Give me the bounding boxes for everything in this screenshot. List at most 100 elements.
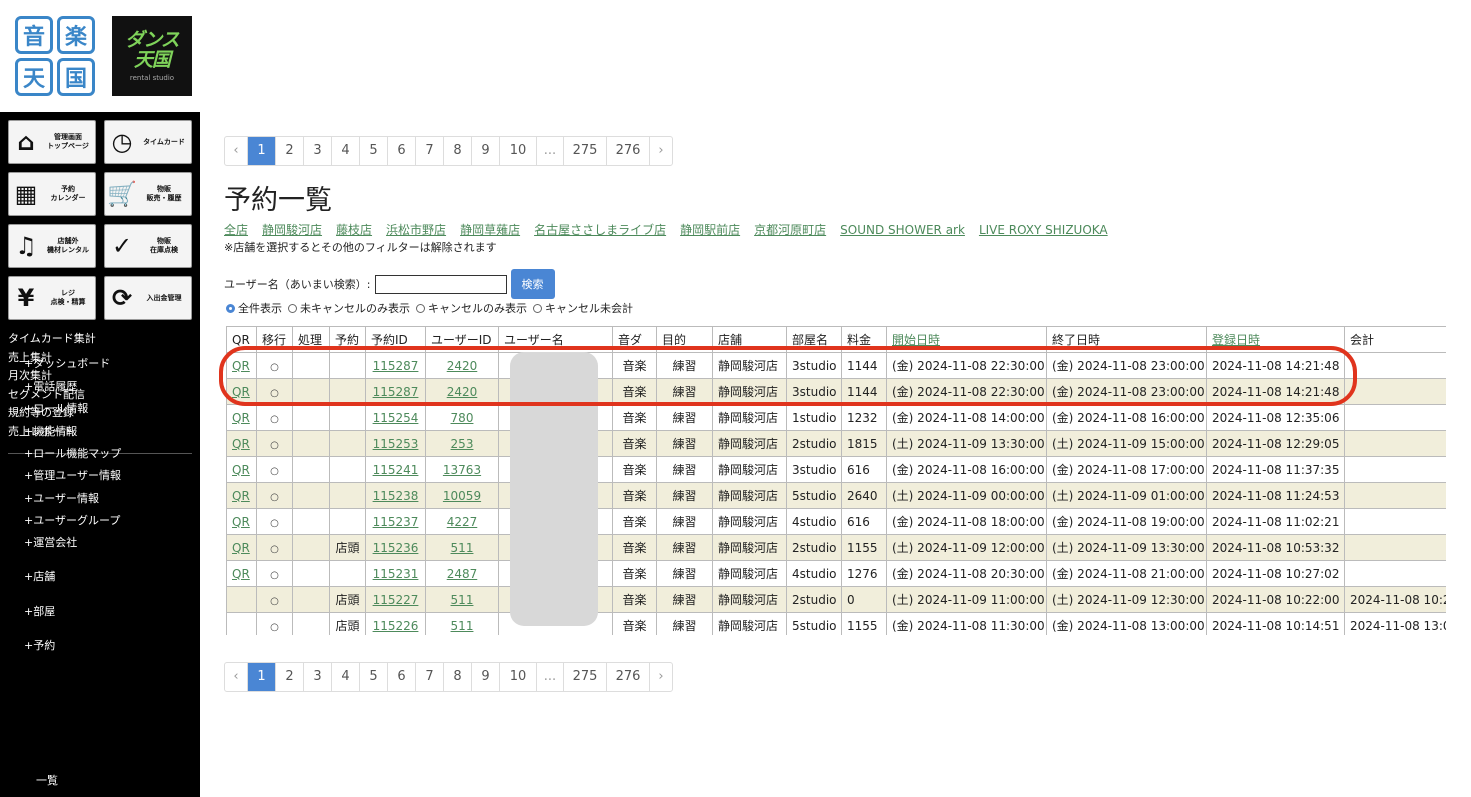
reservation-id-link[interactable]: 115236 (372, 540, 419, 555)
page-ellipsis[interactable]: ... (537, 137, 564, 165)
page-prev-button[interactable]: ‹ (225, 137, 248, 165)
page-link[interactable]: 9 (472, 663, 500, 691)
migrate-circle-icon[interactable]: ○ (270, 517, 279, 529)
sidebar-menu-item[interactable]: +ユーザー情報 (24, 492, 99, 505)
qr-link[interactable]: QR (232, 462, 250, 477)
shop-link[interactable]: SOUND SHOWER ark (840, 223, 965, 237)
reservation-id-link[interactable]: 115241 (372, 462, 419, 477)
sidebar-link[interactable]: 売上集計 (8, 350, 52, 364)
sidebar-link[interactable]: タイムカード集計 (8, 332, 96, 345)
migrate-circle-icon[interactable]: ○ (270, 413, 279, 425)
sidebar-menu-item[interactable]: +ロール機能マップ (24, 447, 122, 460)
user-id-link[interactable]: 10059 (442, 488, 482, 503)
page-link[interactable]: 6 (388, 137, 416, 165)
user-id-link[interactable]: 2420 (446, 358, 478, 373)
page-next-button[interactable]: › (658, 143, 664, 158)
sidebar-tile[interactable]: ▦ 予約 カレンダー (8, 172, 96, 216)
migrate-circle-icon[interactable]: ○ (270, 361, 279, 373)
sidebar-link[interactable]: 売上レポート (8, 424, 74, 438)
user-id-link[interactable]: 2487 (446, 566, 478, 581)
shop-link[interactable]: 静岡駅前店 (680, 223, 741, 237)
radio-icon[interactable] (226, 303, 235, 313)
sidebar-link[interactable]: 規約等の登録 (8, 406, 74, 420)
sidebar-tile[interactable]: ◷ タイムカード (104, 120, 192, 164)
reservation-id-link[interactable]: 115227 (372, 592, 419, 607)
qr-link[interactable]: QR (232, 436, 250, 451)
page-link[interactable]: 1 (248, 137, 276, 165)
page-link[interactable]: 7 (416, 663, 444, 691)
radio-icon[interactable] (416, 303, 425, 313)
sidebar-menu-item[interactable]: +電話履歴 (24, 380, 78, 393)
user-id-link[interactable]: 2420 (446, 384, 478, 399)
sidebar-link[interactable]: セグメント配信 (8, 387, 85, 401)
search-button[interactable]: 検索 (510, 269, 555, 299)
page-link[interactable]: 5 (360, 663, 388, 691)
qr-link[interactable]: QR (232, 488, 250, 503)
migrate-circle-icon[interactable]: ○ (270, 569, 279, 581)
page-link[interactable]: 6 (388, 663, 416, 691)
page-link[interactable]: 3 (304, 663, 332, 691)
page-next-button[interactable]: › (658, 669, 664, 684)
sidebar-menu-item[interactable]: +運営会社 (24, 536, 78, 549)
shop-link[interactable]: 名古屋ささしまライブ店 (534, 223, 667, 237)
shop-link[interactable]: LIVE ROXY SHIZUOKA (978, 223, 1108, 237)
filter-option[interactable]: 全件表示 (226, 300, 282, 316)
sidebar-tile[interactable]: ¥ レジ 点検・精算 (8, 276, 96, 320)
page-link[interactable]: 276 (607, 137, 650, 165)
reservation-id-link[interactable]: 115287 (372, 358, 419, 373)
reservation-id-link[interactable]: 115237 (372, 514, 419, 529)
dance-tengoku-logo[interactable]: ダンス 天国 rental studio (112, 16, 192, 96)
user-id-link[interactable]: 253 (450, 436, 474, 451)
shop-link[interactable]: 全店 (224, 223, 249, 237)
user-id-link[interactable]: 511 (450, 618, 474, 633)
sort-link[interactable]: 登録日時 (1212, 333, 1261, 347)
sidebar-tile[interactable]: 🛒 物販 販売・履歴 (104, 172, 192, 216)
reservation-id-link[interactable]: 115238 (372, 488, 419, 503)
reservation-id-link[interactable]: 115254 (372, 410, 419, 425)
page-prev-button[interactable]: ‹ (225, 663, 248, 691)
page-link[interactable]: 275 (564, 663, 607, 691)
user-id-link[interactable]: 511 (450, 592, 474, 607)
migrate-circle-icon[interactable]: ○ (270, 439, 279, 451)
reservation-id-link[interactable]: 115231 (372, 566, 419, 581)
page-link[interactable]: 275 (564, 137, 607, 165)
qr-link[interactable]: QR (232, 540, 250, 555)
filter-option[interactable]: キャンセルのみ表示 (416, 300, 527, 316)
qr-link[interactable]: QR (232, 514, 250, 529)
sidebar-menu-item[interactable]: +管理ユーザー情報 (24, 469, 121, 482)
page-link[interactable]: 1 (248, 663, 276, 691)
sidebar-menu-item[interactable]: +機能情報 (24, 425, 78, 438)
page-link[interactable]: 5 (360, 137, 388, 165)
sidebar-menu-item[interactable]: +ロール情報 (24, 402, 89, 415)
page-link[interactable]: 10 (500, 663, 537, 691)
sidebar-tile[interactable]: ✓ 物販 在庫点検 (104, 224, 192, 268)
sidebar-submenu-item[interactable]: 一覧 (36, 774, 58, 787)
user-id-link[interactable]: 780 (450, 410, 474, 425)
page-link[interactable]: 2 (276, 663, 304, 691)
sidebar-menu-item[interactable]: +部屋 (24, 605, 56, 618)
page-link[interactable]: 3 (304, 137, 332, 165)
qr-link[interactable]: QR (232, 410, 250, 425)
shop-link[interactable]: 京都河原町店 (754, 223, 827, 237)
filter-option[interactable]: 未キャンセルのみ表示 (288, 300, 410, 316)
page-link[interactable]: 9 (472, 137, 500, 165)
sidebar-tile[interactable]: ⌂ 管理画面 トップページ (8, 120, 96, 164)
sidebar-link[interactable]: 月次集計 (8, 369, 52, 383)
reservation-id-link[interactable]: 115287 (372, 384, 419, 399)
radio-icon[interactable] (288, 303, 297, 313)
shop-link[interactable]: 静岡草薙店 (460, 223, 521, 237)
migrate-circle-icon[interactable]: ○ (270, 543, 279, 555)
sidebar-tile[interactable]: ♫ 店舗外 機材レンタル (8, 224, 96, 268)
migrate-circle-icon[interactable]: ○ (270, 387, 279, 399)
sort-link[interactable]: 開始日時 (892, 333, 941, 347)
filter-option[interactable]: キャンセル未会計 (533, 300, 633, 316)
user-id-link[interactable]: 511 (450, 540, 474, 555)
page-link[interactable]: 2 (276, 137, 304, 165)
migrate-circle-icon[interactable]: ○ (270, 465, 279, 477)
shop-link[interactable]: 藤枝店 (336, 223, 373, 237)
radio-icon[interactable] (533, 303, 542, 313)
sidebar-tile[interactable]: ⟳ 入出金管理 (104, 276, 192, 320)
reservation-id-link[interactable]: 115226 (372, 618, 419, 633)
username-search-input[interactable] (374, 274, 507, 294)
shop-link[interactable]: 浜松市野店 (386, 223, 447, 237)
